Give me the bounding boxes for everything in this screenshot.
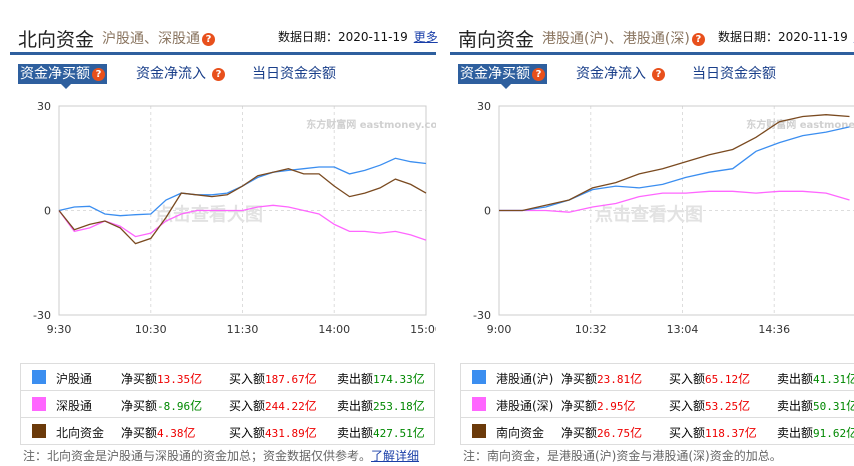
buy-amount: 买入额118.37亿 bbox=[669, 426, 757, 440]
legend-row: 深股通 净买额-8.96亿 买入额244.22亿 卖出额253.18亿 bbox=[21, 391, 434, 418]
net-buy: 净买额23.81亿 bbox=[561, 372, 643, 386]
help-icon[interactable]: ? bbox=[691, 32, 705, 46]
tab-balance[interactable]: 当日资金余额 bbox=[252, 66, 336, 82]
series-line-1 bbox=[499, 126, 850, 212]
y-tick-label: -30 bbox=[473, 309, 491, 322]
sell-amount: 卖出额91.62亿 bbox=[777, 426, 854, 440]
y-tick-label: -30 bbox=[33, 309, 51, 322]
tab-net-inflow[interactable]: 资金净流入? bbox=[574, 64, 667, 84]
help-icon[interactable]: ? bbox=[92, 67, 105, 81]
y-tick-label: 30 bbox=[37, 100, 51, 113]
help-icon[interactable]: ? bbox=[532, 67, 545, 81]
south-subtitle: 港股通(沪)、港股通(深)? bbox=[542, 28, 705, 48]
buy-amount: 买入额431.89亿 bbox=[229, 426, 317, 440]
tab-net-inflow[interactable]: 资金净流入? bbox=[134, 64, 227, 84]
learn-more-link[interactable]: 了解详细 bbox=[371, 449, 420, 463]
x-tick-label: 10:30 bbox=[135, 323, 167, 336]
tab-net-buy[interactable]: 资金净买额? bbox=[458, 64, 547, 89]
sell-amount: 卖出额427.51亿 bbox=[337, 426, 425, 440]
watermark: 点击查看大图 bbox=[595, 204, 703, 226]
x-tick-label: 11:30 bbox=[227, 323, 259, 336]
series-swatch[interactable] bbox=[32, 397, 46, 411]
net-buy: 净买额2.95亿 bbox=[561, 399, 636, 413]
legend-row: 港股通(沪) 净买额23.81亿 买入额65.12亿 卖出额41.31亿 bbox=[461, 364, 854, 391]
eastmoney-logo: 东方财富网 eastmoney.com bbox=[306, 118, 436, 131]
buy-amount: 买入额53.25亿 bbox=[669, 399, 751, 413]
series-swatch[interactable] bbox=[472, 370, 486, 384]
north-chart[interactable]: 点击查看大图 东方财富网 eastmoney.com 30 0 -309:30 10:30… bbox=[10, 95, 436, 345]
series-line-3 bbox=[499, 114, 850, 212]
series-name: 港股通(深) bbox=[496, 399, 554, 413]
south-title: 南向资金 bbox=[458, 29, 535, 51]
series-name: 南向资金 bbox=[496, 426, 545, 440]
more-link[interactable]: 更多 bbox=[413, 30, 438, 44]
tab-balance[interactable]: 当日资金余额 bbox=[692, 66, 776, 82]
x-tick-label: 13:04 bbox=[667, 323, 699, 336]
help-icon[interactable]: ? bbox=[212, 67, 225, 81]
south-legend: 港股通(沪) 净买额23.81亿 买入额65.12亿 卖出额41.31亿 港股通… bbox=[460, 363, 854, 445]
x-tick-label: 15:00 bbox=[410, 323, 436, 336]
x-tick-label: 14:00 bbox=[318, 323, 350, 336]
series-swatch[interactable] bbox=[32, 370, 46, 384]
y-tick-label: 30 bbox=[477, 100, 491, 113]
y-tick-label: 0 bbox=[484, 205, 491, 218]
legend-row: 港股通(深) 净买额2.95亿 买入额53.25亿 卖出额50.31亿 bbox=[461, 391, 854, 418]
south-chart[interactable]: 点击查看大图 东方财富网 eastmoney.com 30 0 -309:00 10:32… bbox=[450, 95, 854, 345]
sell-amount: 卖出额50.31亿 bbox=[777, 399, 854, 413]
sell-amount: 卖出额41.31亿 bbox=[777, 372, 854, 386]
sell-amount: 卖出额253.18亿 bbox=[337, 399, 425, 413]
buy-amount: 买入额244.22亿 bbox=[229, 399, 317, 413]
south-note: 注：南向资金，是港股通(沪)资金与港股通(深)资金的加总。 bbox=[463, 449, 782, 463]
series-name: 深股通 bbox=[56, 399, 93, 413]
legend-row: 南向资金 净买额26.75亿 买入额118.37亿 卖出额91.62亿 bbox=[461, 418, 854, 444]
legend-row: 沪股通 净买额13.35亿 买入额187.67亿 卖出额174.33亿 bbox=[21, 364, 434, 391]
series-swatch[interactable] bbox=[472, 424, 486, 438]
series-line-3 bbox=[58, 168, 427, 245]
north-subtitle: 沪股通、深股通? bbox=[102, 28, 215, 48]
tab-net-buy[interactable]: 资金净买额? bbox=[18, 64, 107, 89]
series-name: 沪股通 bbox=[56, 372, 93, 386]
north-title: 北向资金 bbox=[18, 29, 95, 51]
x-tick-label: 9:00 bbox=[487, 323, 512, 336]
series-name: 北向资金 bbox=[56, 426, 105, 440]
y-tick-label: 0 bbox=[44, 205, 51, 218]
series-swatch[interactable] bbox=[472, 397, 486, 411]
north-legend: 沪股通 净买额13.35亿 买入额187.67亿 卖出额174.33亿 深股通 … bbox=[20, 363, 435, 445]
buy-amount: 买入额65.12亿 bbox=[669, 372, 751, 386]
help-icon[interactable]: ? bbox=[652, 67, 665, 81]
net-buy: 净买额4.38亿 bbox=[121, 426, 196, 440]
x-tick-label: 10:32 bbox=[575, 323, 607, 336]
series-name: 港股通(沪) bbox=[496, 372, 554, 386]
series-line-2 bbox=[58, 204, 427, 241]
north-date: 数据日期：2020-11-19 更多 bbox=[278, 30, 438, 44]
north-header: 北向资金 沪股通、深股通? 数据日期：2020-11-19 更多 bbox=[10, 22, 438, 55]
north-note: 注：北向资金是沪股通与深股通的资金加总；资金数据仅供参考。了解详细 bbox=[23, 449, 420, 463]
series-swatch[interactable] bbox=[32, 424, 46, 438]
buy-amount: 买入额187.67亿 bbox=[229, 372, 317, 386]
x-tick-label: 14:36 bbox=[758, 323, 790, 336]
sell-amount: 卖出额174.33亿 bbox=[337, 372, 425, 386]
north-panel: 北向资金 沪股通、深股通? 数据日期：2020-11-19 更多 资金净买额? 资… bbox=[10, 0, 438, 466]
net-buy: 净买额13.35亿 bbox=[121, 372, 203, 386]
net-buy: 净买额-8.96亿 bbox=[121, 399, 203, 413]
eastmoney-logo: 东方财富网 eastmoney.com bbox=[746, 118, 854, 131]
x-tick-label: 9:30 bbox=[47, 323, 72, 336]
series-line-2 bbox=[499, 190, 850, 213]
legend-row: 北向资金 净买额4.38亿 买入额431.89亿 卖出额427.51亿 bbox=[21, 418, 434, 444]
net-buy: 净买额26.75亿 bbox=[561, 426, 643, 440]
help-icon[interactable]: ? bbox=[202, 32, 215, 46]
watermark: 点击查看大图 bbox=[155, 204, 263, 226]
